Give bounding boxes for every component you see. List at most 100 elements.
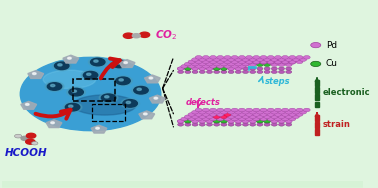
Bar	[2, 184, 363, 187]
Circle shape	[289, 108, 296, 112]
Circle shape	[21, 136, 29, 140]
Bar	[2, 183, 363, 187]
Circle shape	[195, 55, 202, 59]
Circle shape	[260, 60, 267, 64]
Circle shape	[286, 123, 292, 126]
Circle shape	[192, 110, 198, 114]
Circle shape	[239, 60, 245, 64]
Circle shape	[264, 70, 270, 74]
Circle shape	[177, 67, 184, 70]
Circle shape	[264, 115, 271, 119]
Circle shape	[195, 108, 202, 112]
Circle shape	[289, 113, 296, 116]
Bar	[2, 185, 363, 188]
Circle shape	[115, 62, 120, 64]
Circle shape	[112, 60, 127, 68]
Circle shape	[221, 67, 227, 70]
Bar	[2, 182, 363, 185]
Circle shape	[195, 117, 202, 121]
Circle shape	[110, 59, 129, 69]
Bar	[2, 183, 363, 186]
Circle shape	[203, 113, 209, 116]
Circle shape	[253, 60, 260, 64]
Bar	[2, 184, 363, 187]
Circle shape	[300, 58, 307, 61]
Circle shape	[228, 123, 234, 126]
Bar	[2, 183, 363, 186]
Circle shape	[282, 61, 288, 64]
Circle shape	[178, 70, 184, 74]
Circle shape	[137, 88, 141, 90]
Circle shape	[210, 117, 217, 121]
Circle shape	[220, 58, 227, 61]
Circle shape	[203, 55, 209, 59]
Circle shape	[213, 67, 220, 70]
Circle shape	[246, 55, 253, 59]
Circle shape	[235, 62, 242, 66]
Circle shape	[217, 113, 224, 116]
Circle shape	[83, 71, 98, 79]
Circle shape	[293, 58, 299, 61]
Circle shape	[210, 55, 217, 59]
Circle shape	[231, 108, 238, 112]
Bar	[2, 183, 363, 186]
Circle shape	[242, 120, 248, 123]
Circle shape	[217, 64, 224, 68]
Circle shape	[296, 55, 303, 59]
Circle shape	[257, 123, 263, 126]
Circle shape	[26, 133, 36, 138]
Circle shape	[311, 42, 321, 48]
Circle shape	[250, 120, 256, 123]
Circle shape	[185, 123, 191, 126]
Circle shape	[210, 64, 217, 68]
Bar	[2, 183, 363, 186]
Circle shape	[264, 110, 271, 114]
Circle shape	[67, 87, 85, 97]
Circle shape	[139, 32, 150, 37]
Circle shape	[119, 79, 123, 81]
Text: strain: strain	[323, 120, 351, 129]
Circle shape	[264, 120, 270, 123]
Circle shape	[184, 67, 191, 70]
Circle shape	[185, 70, 191, 74]
Circle shape	[235, 110, 242, 114]
Circle shape	[206, 120, 213, 123]
Circle shape	[188, 113, 195, 116]
Circle shape	[249, 58, 256, 62]
Circle shape	[224, 60, 231, 64]
Bar	[2, 182, 363, 185]
Circle shape	[228, 62, 234, 66]
Bar	[2, 182, 363, 186]
Circle shape	[121, 99, 139, 108]
Circle shape	[267, 61, 274, 64]
Circle shape	[154, 97, 158, 99]
Circle shape	[260, 113, 267, 116]
Circle shape	[195, 64, 202, 68]
Circle shape	[192, 123, 198, 126]
Circle shape	[195, 113, 202, 116]
Circle shape	[286, 120, 292, 123]
Bar	[2, 182, 363, 185]
Circle shape	[199, 67, 206, 70]
Circle shape	[199, 110, 206, 114]
Bar	[2, 184, 363, 188]
Circle shape	[264, 120, 271, 123]
Circle shape	[45, 82, 64, 91]
Bar	[73, 80, 115, 101]
Circle shape	[206, 110, 213, 114]
Circle shape	[231, 113, 238, 116]
Bar	[2, 184, 363, 187]
Circle shape	[271, 63, 278, 67]
Circle shape	[274, 108, 281, 112]
Circle shape	[271, 123, 277, 126]
Circle shape	[278, 110, 285, 114]
Bar	[2, 182, 363, 185]
Circle shape	[246, 113, 253, 116]
Bar	[2, 183, 363, 186]
Circle shape	[278, 58, 285, 61]
Circle shape	[285, 115, 292, 119]
Circle shape	[206, 123, 212, 126]
Circle shape	[20, 57, 161, 131]
Circle shape	[282, 55, 288, 59]
Circle shape	[260, 117, 267, 121]
